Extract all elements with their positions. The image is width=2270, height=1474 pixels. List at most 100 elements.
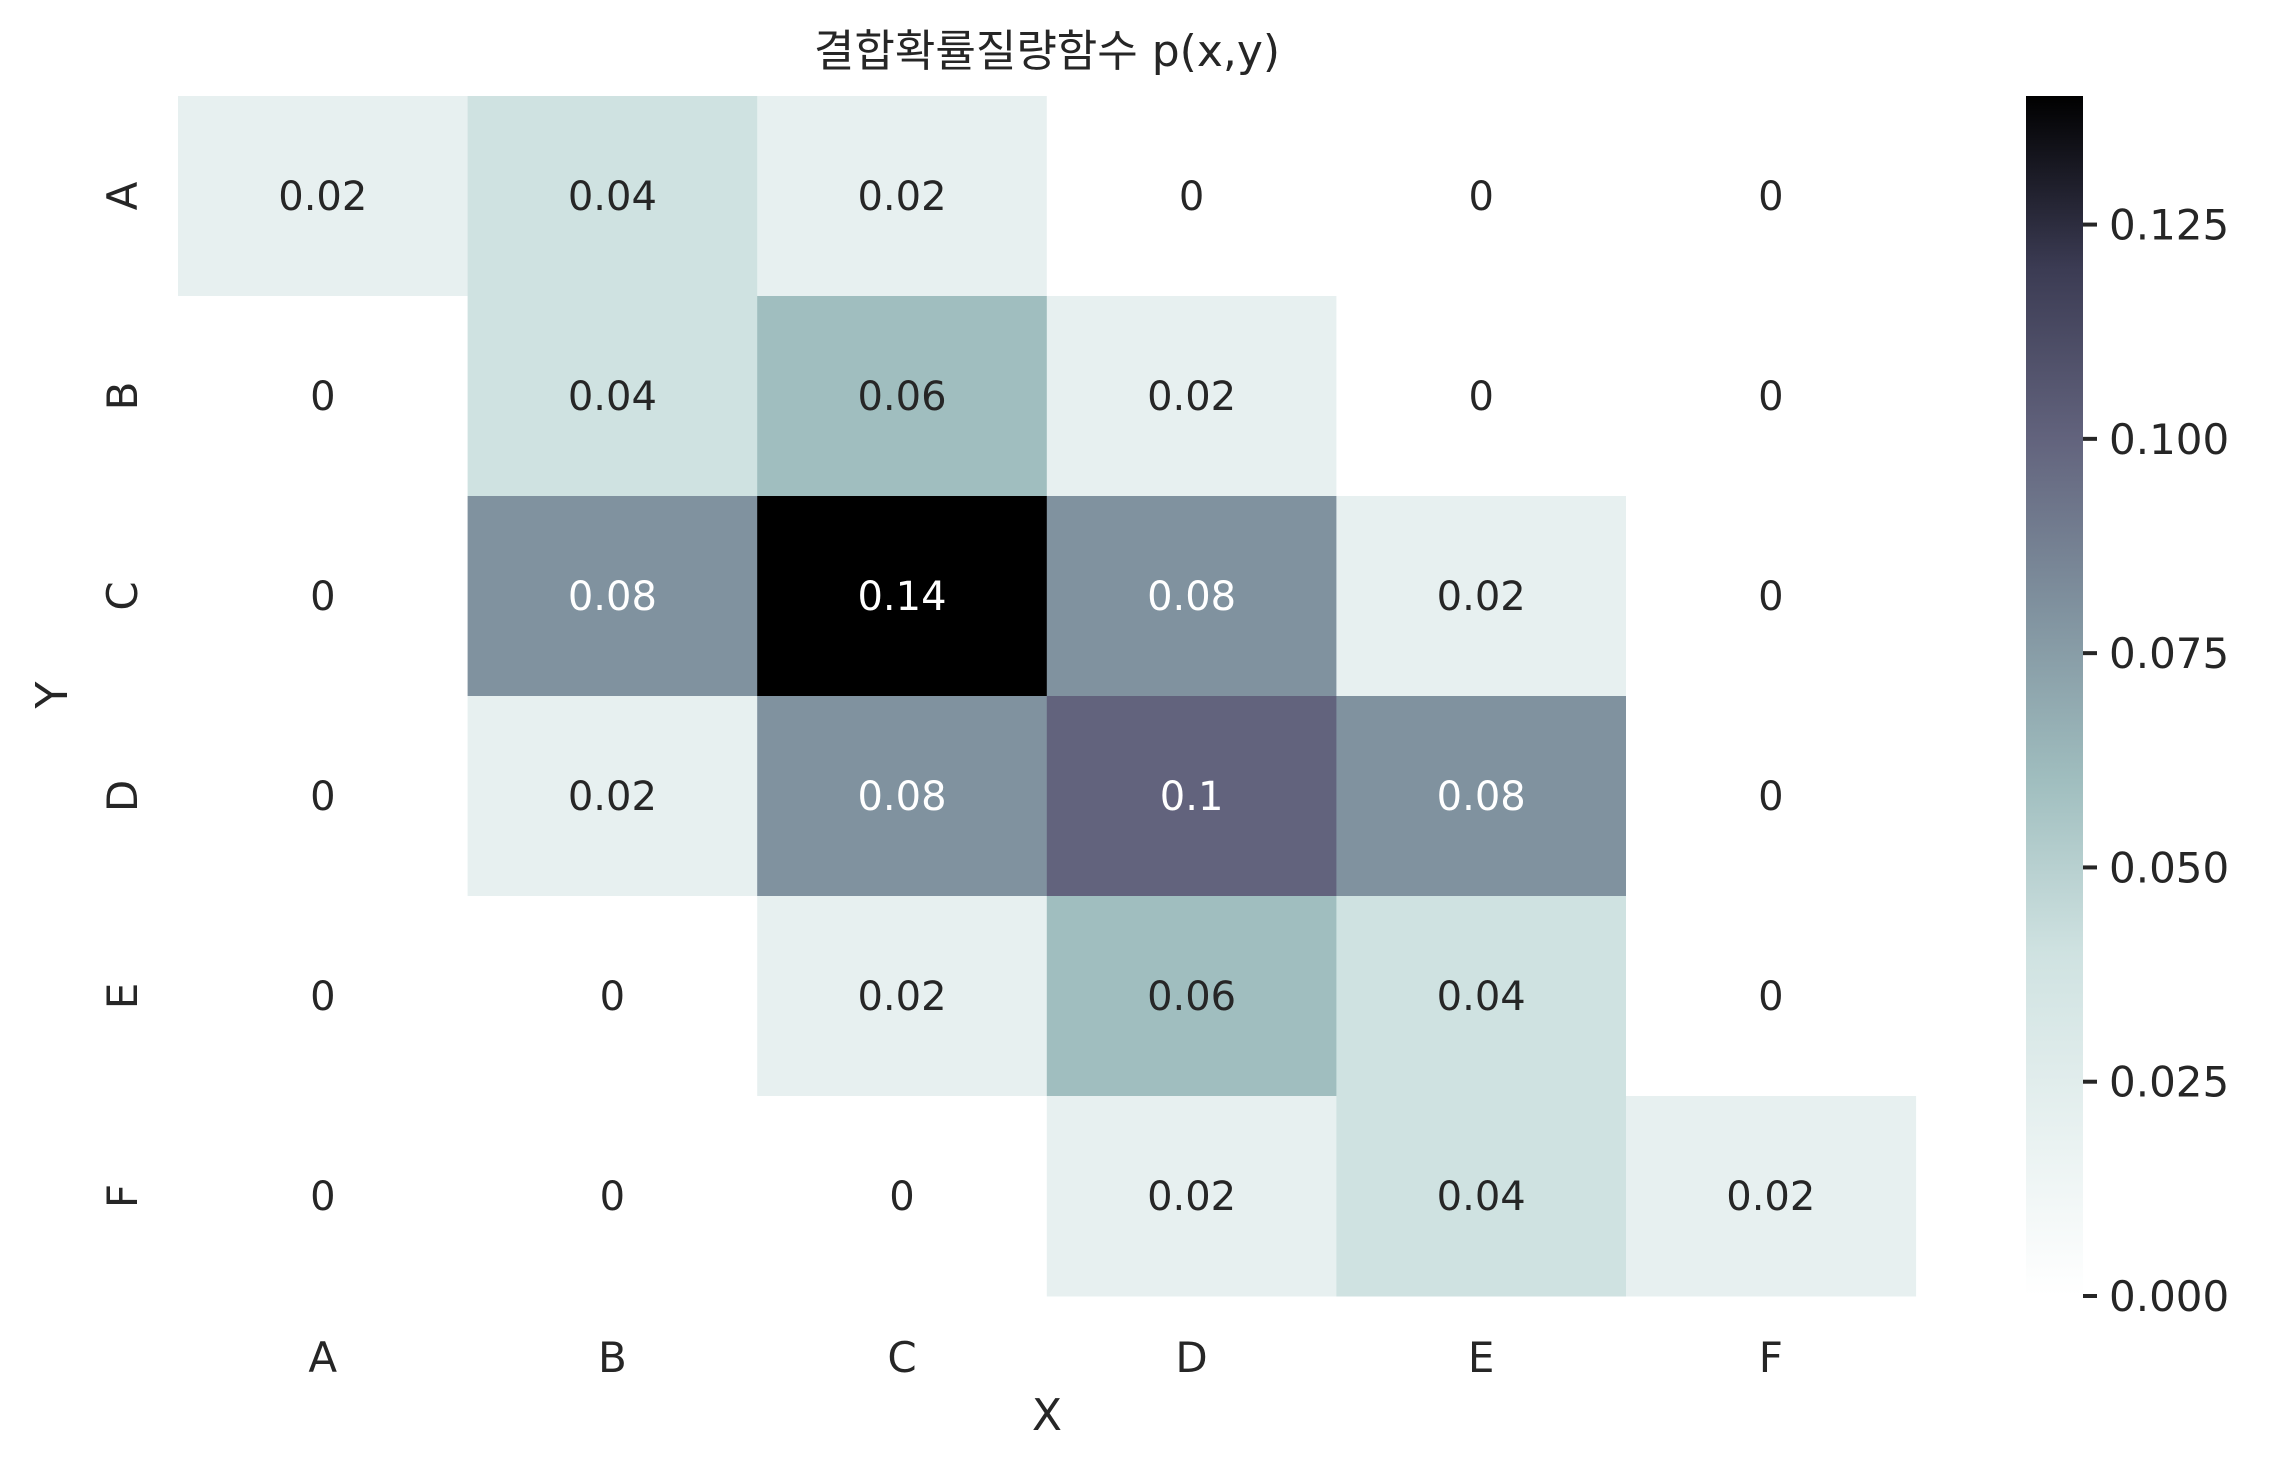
chart-title: 결합확률질량함수 p(x,y) xyxy=(814,26,1280,77)
heatmap-cell xyxy=(467,696,758,897)
heatmap-cell xyxy=(1336,1096,1627,1297)
cell-value-label: 0 xyxy=(1179,174,1204,220)
cell-value-label: 0 xyxy=(310,1174,335,1220)
heatmap-cell xyxy=(1626,96,1917,297)
heatmap-cell xyxy=(1626,496,1917,697)
y-tick-label: E xyxy=(98,983,147,1010)
cell-value-label: 0.06 xyxy=(857,374,946,420)
colorbar-ticks: 0.000 0.025 0.050 0.075 0.100 0.125 xyxy=(2083,201,2229,1321)
cell-value-label: 0 xyxy=(310,374,335,420)
cell-value-label: 0.06 xyxy=(1147,974,1236,1020)
cell-value-label: 0.08 xyxy=(857,774,946,820)
heatmap-cell xyxy=(178,296,469,497)
cell-value-label: 0.1 xyxy=(1160,774,1224,820)
y-tick-label: A xyxy=(98,181,147,210)
heatmap-cell xyxy=(1046,1096,1337,1297)
heatmap-cell xyxy=(1046,296,1337,497)
cell-value-label: 0 xyxy=(600,1174,625,1220)
cell-value-label: 0.04 xyxy=(568,374,657,420)
heatmap-cell xyxy=(1336,896,1627,1097)
cell-value-label: 0.08 xyxy=(1437,774,1526,820)
heatmap-cell xyxy=(1046,96,1337,297)
cell-value-label: 0 xyxy=(1758,574,1783,620)
heatmap-cells xyxy=(178,96,1917,1297)
cell-value-label: 0.04 xyxy=(568,174,657,220)
heatmap-cell xyxy=(1046,896,1337,1097)
colorbar-tick-label: 0.000 xyxy=(2109,1272,2229,1321)
colorbar xyxy=(2026,96,2083,1296)
x-axis-ticks: A B C D E F xyxy=(308,1333,1782,1382)
cell-value-label: 0.02 xyxy=(857,174,946,220)
cell-value-label: 0 xyxy=(889,1174,914,1220)
colorbar-tick-label: 0.075 xyxy=(2109,629,2229,678)
cell-value-label: 0.08 xyxy=(568,574,657,620)
cell-value-label: 0 xyxy=(1758,174,1783,220)
x-tick-label: D xyxy=(1175,1333,1207,1382)
y-axis-label: Y xyxy=(27,681,78,709)
y-tick-label: D xyxy=(98,780,147,812)
heatmap-cell xyxy=(757,296,1048,497)
heatmap-cell-labels: 0.02 0.04 0.02 0 0 0 0 0.04 0.06 0.02 0 0 0 0.08 0.14 0… xyxy=(278,174,1815,1220)
x-tick-label: A xyxy=(308,1333,337,1382)
heatmap-cell xyxy=(467,496,758,697)
cell-value-label: 0.14 xyxy=(857,574,946,620)
heatmap-cell xyxy=(178,896,469,1097)
cell-value-label: 0 xyxy=(1758,774,1783,820)
heatmap-cell xyxy=(467,1096,758,1297)
x-tick-label: C xyxy=(887,1333,916,1382)
heatmap-cell xyxy=(178,696,469,897)
heatmap-cell xyxy=(467,296,758,497)
y-axis-ticks: A B C D E F xyxy=(98,181,147,1208)
cell-value-label: 0 xyxy=(310,974,335,1020)
x-axis-label: X xyxy=(1032,1390,1062,1441)
heatmap-cell xyxy=(178,496,469,697)
x-tick-label: F xyxy=(1759,1333,1783,1382)
cell-value-label: 0.02 xyxy=(278,174,367,220)
colorbar-tick-label: 0.100 xyxy=(2109,415,2229,464)
heatmap-cell xyxy=(1626,696,1917,897)
cell-value-label: 0.02 xyxy=(1147,374,1236,420)
heatmap-cell xyxy=(757,96,1048,297)
cell-value-label: 0.02 xyxy=(1437,574,1526,620)
heatmap-cell xyxy=(467,896,758,1097)
cell-value-label: 0.02 xyxy=(857,974,946,1020)
heatmap-cell xyxy=(1046,496,1337,697)
heatmap-cell xyxy=(1336,496,1627,697)
heatmap-cell xyxy=(757,496,1048,697)
cell-value-label: 0.02 xyxy=(1147,1174,1236,1220)
heatmap-cell xyxy=(1336,96,1627,297)
heatmap-cell xyxy=(757,696,1048,897)
heatmap-cell xyxy=(1336,696,1627,897)
colorbar-tick-label: 0.025 xyxy=(2109,1058,2229,1107)
cell-value-label: 0.04 xyxy=(1437,974,1526,1020)
heatmap-cell xyxy=(757,896,1048,1097)
heatmap-cell xyxy=(178,96,469,297)
cell-value-label: 0 xyxy=(310,574,335,620)
x-tick-label: B xyxy=(598,1333,627,1382)
heatmap-cell xyxy=(1046,696,1337,897)
heatmap-cell xyxy=(1626,296,1917,497)
y-tick-label: F xyxy=(98,1184,147,1208)
heatmap-cell xyxy=(1626,1096,1917,1297)
cell-value-label: 0 xyxy=(310,774,335,820)
y-tick-label: C xyxy=(98,581,147,610)
heatmap-cell xyxy=(1336,296,1627,497)
cell-value-label: 0 xyxy=(600,974,625,1020)
cell-value-label: 0.04 xyxy=(1437,1174,1526,1220)
cell-value-label: 0.08 xyxy=(1147,574,1236,620)
cell-value-label: 0 xyxy=(1468,174,1493,220)
cell-value-label: 0 xyxy=(1758,374,1783,420)
heatmap-cell xyxy=(178,1096,469,1297)
x-tick-label: E xyxy=(1468,1333,1495,1382)
cell-value-label: 0 xyxy=(1758,974,1783,1020)
heatmap-cell xyxy=(467,96,758,297)
y-tick-label: B xyxy=(98,382,147,411)
cell-value-label: 0.02 xyxy=(1726,1174,1815,1220)
colorbar-tick-label: 0.050 xyxy=(2109,843,2229,892)
cell-value-label: 0.02 xyxy=(568,774,657,820)
heatmap-cell xyxy=(757,1096,1048,1297)
colorbar-tick-label: 0.125 xyxy=(2109,201,2229,250)
cell-value-label: 0 xyxy=(1468,374,1493,420)
